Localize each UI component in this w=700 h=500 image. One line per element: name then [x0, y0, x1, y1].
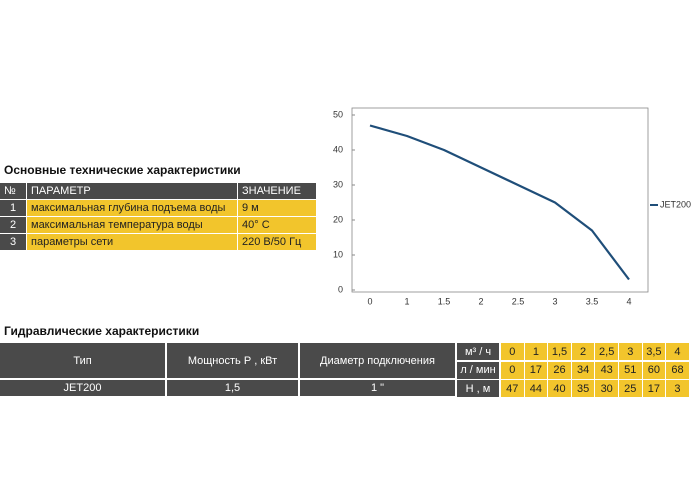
table2-value: 1 — [524, 343, 548, 360]
table2-header-cell: Мощность Р , кВт — [167, 343, 298, 378]
x-tick-label: 1 — [404, 296, 409, 306]
table2-value: 26 — [548, 361, 571, 379]
table2-value: 40 — [548, 380, 571, 397]
table2-value: 34 — [571, 361, 595, 379]
table2-value: 1,5 — [548, 343, 571, 360]
table2-value: 43 — [595, 361, 618, 379]
table2-value: 17 — [642, 380, 666, 397]
x-tick-label: 2 — [478, 296, 483, 306]
table2-value: 51 — [619, 361, 642, 379]
table2-value: 2 — [571, 343, 595, 360]
table2-value: 3 — [619, 343, 642, 360]
table2-cell: 1 " — [300, 380, 455, 396]
table2-value: 4 — [666, 343, 689, 360]
table2-value: 35 — [571, 380, 595, 397]
table2-value: 17 — [524, 361, 548, 379]
y-tick-label: 20 — [333, 214, 343, 224]
table2-value: 0 — [501, 343, 524, 360]
table1-cell: 2 — [0, 217, 26, 233]
table2-value: 3,5 — [642, 343, 666, 360]
table2-title: Гидравлические характеристики — [4, 324, 200, 338]
table1-cell: 3 — [0, 234, 26, 250]
y-tick-label: 10 — [333, 249, 343, 259]
table2-unit: л / мин — [457, 361, 499, 379]
table2-header-cell: Диаметр подключения — [300, 343, 455, 378]
x-tick-label: 0 — [367, 296, 372, 306]
table2-header-cell: Тип — [0, 343, 165, 378]
table1-cell: 40° C — [238, 217, 316, 233]
y-tick-label: 0 — [338, 284, 343, 294]
table1-header-cell: ЗНАЧЕНИЕ — [238, 183, 316, 199]
table2-value: 47 — [501, 380, 524, 397]
y-tick-label: 30 — [333, 179, 343, 189]
table2-value: 3 — [666, 380, 689, 397]
table2-value: 30 — [595, 380, 618, 397]
table1-cell: 9 м — [238, 200, 316, 216]
table1-header-cell: № — [0, 183, 26, 199]
table1-cell: максимальная глубина подъема воды — [27, 200, 237, 216]
table2-value: 60 — [642, 361, 666, 379]
plot-frame — [351, 107, 649, 293]
table2-unit: м³ / ч — [457, 343, 499, 360]
table2-cell: 1,5 — [167, 380, 298, 396]
x-tick-label: 2.5 — [512, 296, 525, 306]
table1-cell: максимальная температура воды — [27, 217, 237, 233]
table1-cell: 1 — [0, 200, 26, 216]
x-tick-label: 3 — [552, 296, 557, 306]
table2-value: 25 — [619, 380, 642, 397]
chart: 0 10 20 30 40 50 0 1 1.5 2 2.5 3 3.5 4 JET200 — [333, 107, 691, 306]
legend-label: JET200 — [660, 199, 691, 209]
data-line — [369, 124, 630, 281]
table2-value: 0 — [501, 361, 524, 379]
x-tick-label: 4 — [626, 296, 631, 306]
table2-cell: JET200 — [0, 380, 165, 396]
x-tick-label: 1.5 — [438, 296, 451, 306]
y-tick-label: 50 — [333, 109, 343, 119]
y-tick-label: 40 — [333, 144, 343, 154]
table1-cell: параметры сети — [27, 234, 237, 250]
table2-value: 68 — [666, 361, 689, 379]
table2-unit: Н , м — [457, 380, 499, 397]
table1-cell: 220 В/50 Гц — [238, 234, 316, 250]
x-tick-label: 3.5 — [586, 296, 599, 306]
table1-title: Основные технические характеристики — [4, 163, 241, 177]
table2-value: 2,5 — [595, 343, 618, 360]
table2-value: 44 — [524, 380, 548, 397]
table1-header-cell: ПАРАМЕТР — [27, 183, 237, 199]
